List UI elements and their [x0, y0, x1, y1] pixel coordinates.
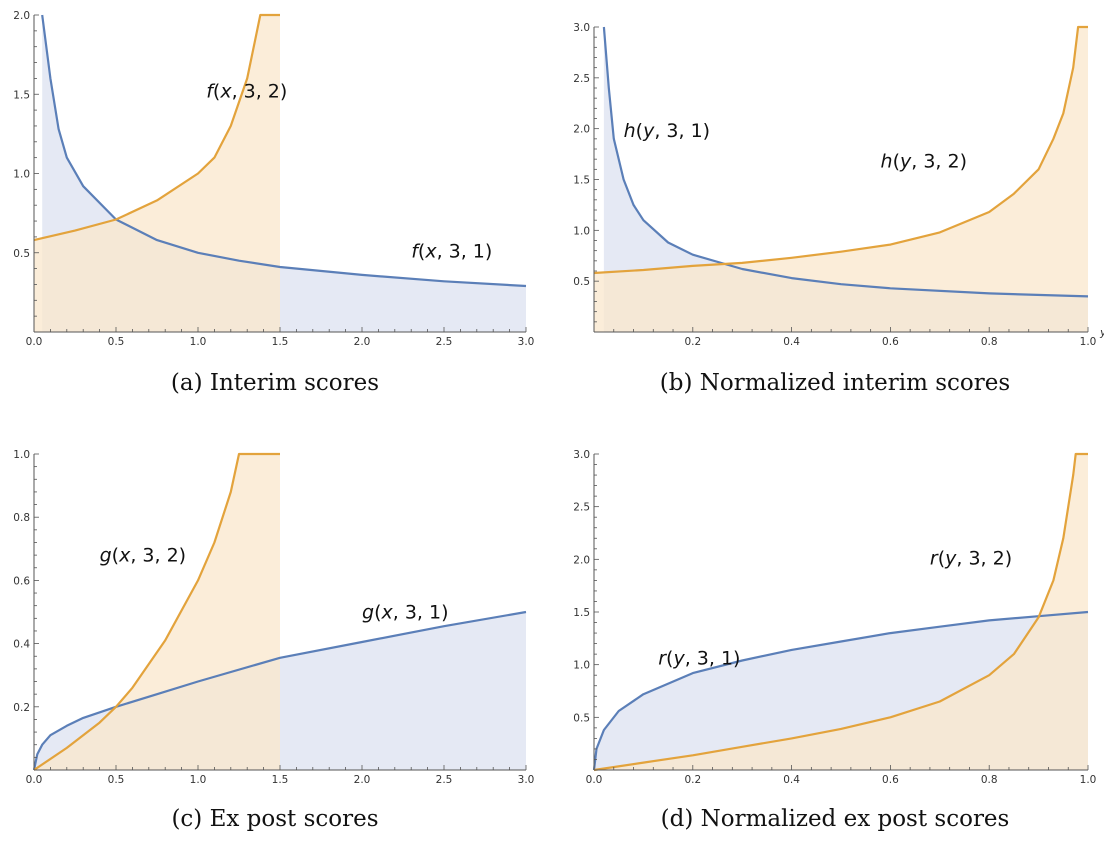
- y-tick-label: 2.0: [573, 554, 590, 566]
- y-tick-label: 2.0: [573, 124, 590, 136]
- y-tick-label: 1.5: [13, 89, 30, 101]
- curve-annotation: r(y, 3, 1): [658, 648, 740, 670]
- curve-annotation: h(y, 3, 2): [881, 150, 967, 172]
- panel-normalized-interim-scores: 0.2 0.4 0.6 0.8 1.0 0.5 1.0 1.5 2.0 2.5 3.0 y h(y, 3…: [573, 22, 1104, 348]
- x-tick-label: 2.5: [436, 774, 453, 786]
- x-tick-label: 0.0: [586, 774, 603, 786]
- series-line-2: [593, 452, 1088, 772]
- series-line-1: [592, 610, 1089, 771]
- y-tick-label: 1.0: [573, 225, 590, 237]
- y-tick-label: 1.0: [13, 449, 30, 461]
- y-tick-label: 0.2: [13, 702, 30, 714]
- x-tick-label: 1.0: [190, 336, 207, 348]
- curve-annotation: f(x, 3, 1): [411, 241, 492, 263]
- y-tick-label: 3.0: [573, 449, 590, 461]
- x-tick-label: 3.0: [518, 774, 535, 786]
- series-line-1: [41, 14, 527, 288]
- y-tick-label: 2.5: [573, 502, 590, 514]
- x-tick-label: 2.5: [436, 336, 453, 348]
- x-tick-label: 2.0: [354, 336, 371, 348]
- y-tick-label: 1.5: [573, 607, 590, 619]
- series-area-2: [594, 454, 1088, 770]
- x-tick-label: 0.2: [684, 774, 701, 786]
- x-tick-label: 1.0: [1080, 336, 1097, 348]
- series-line-1: [602, 26, 1089, 298]
- y-tick-label: 0.5: [13, 248, 30, 260]
- curve-annotation: f(x, 3, 2): [206, 80, 287, 102]
- curve-annotation: r(y, 3, 2): [930, 548, 1012, 570]
- series-area-2: [34, 15, 280, 332]
- series-area-2: [34, 454, 280, 770]
- y-tick-label: 2.0: [13, 10, 30, 22]
- panel-normalized-ex-post-scores: 0.0 0.2 0.4 0.6 0.8 1.0 0.5 1.0 1.5 2.0 2.5 3.0 r(y,…: [573, 449, 1096, 786]
- x-tick-label: 1.0: [1080, 774, 1097, 786]
- y-tick-label: 0.6: [13, 575, 30, 587]
- y-tick-label: 3.0: [573, 22, 590, 34]
- x-tick-label: 0.4: [783, 774, 800, 786]
- x-tick-label: 2.0: [354, 774, 371, 786]
- x-tick-label: 1.5: [272, 774, 289, 786]
- caption-a: (a) Interim scores: [171, 370, 379, 396]
- y-tick-label: 0.8: [13, 512, 30, 524]
- x-axis-name: y: [1099, 326, 1104, 339]
- y-tick-label: 1.0: [573, 660, 590, 672]
- x-tick-label: 0.6: [882, 336, 899, 348]
- series-line-2: [33, 13, 280, 242]
- x-tick-label: 0.5: [108, 336, 125, 348]
- x-tick-label: 0.0: [26, 774, 43, 786]
- series-area-2: [594, 27, 1088, 332]
- caption-b: (b) Normalized interim scores: [660, 370, 1010, 396]
- y-tick-label: 1.5: [573, 175, 590, 187]
- y-tick-label: 0.4: [13, 639, 30, 651]
- panel-ex-post-scores: 0.0 0.5 1.0 1.5 2.0 2.5 3.0 0.2 0.4 0.6 0.8 1.0 g(x,…: [13, 449, 534, 786]
- y-tick-label: 0.5: [573, 712, 590, 724]
- curve-annotation: g(x, 3, 2): [100, 544, 186, 566]
- series-line-2: [593, 25, 1088, 275]
- caption-d: (d) Normalized ex post scores: [661, 806, 1010, 832]
- y-tick-label: 2.5: [573, 73, 590, 85]
- x-tick-label: 0.8: [981, 336, 998, 348]
- y-tick-label: 0.5: [573, 276, 590, 288]
- x-tick-label: 0.4: [783, 336, 800, 348]
- curve-annotation: h(y, 3, 1): [624, 120, 710, 142]
- curve-annotation: g(x, 3, 1): [362, 601, 448, 623]
- x-tick-label: 0.6: [882, 774, 899, 786]
- x-tick-label: 1.5: [272, 336, 289, 348]
- x-tick-label: 1.0: [190, 774, 207, 786]
- x-tick-label: 0.2: [684, 336, 701, 348]
- x-tick-label: 0.0: [26, 336, 43, 348]
- x-tick-label: 0.8: [981, 774, 998, 786]
- caption-c: (c) Ex post scores: [171, 806, 378, 832]
- panel-interim-scores: 0.0 0.5 1.0 1.5 2.0 2.5 3.0 0.5 1.0 1.5 2.0 f(x, 3,…: [13, 10, 534, 348]
- x-tick-label: 0.5: [108, 774, 125, 786]
- series-line-2: [33, 452, 280, 771]
- y-tick-label: 1.0: [13, 169, 30, 181]
- x-tick-label: 3.0: [518, 336, 535, 348]
